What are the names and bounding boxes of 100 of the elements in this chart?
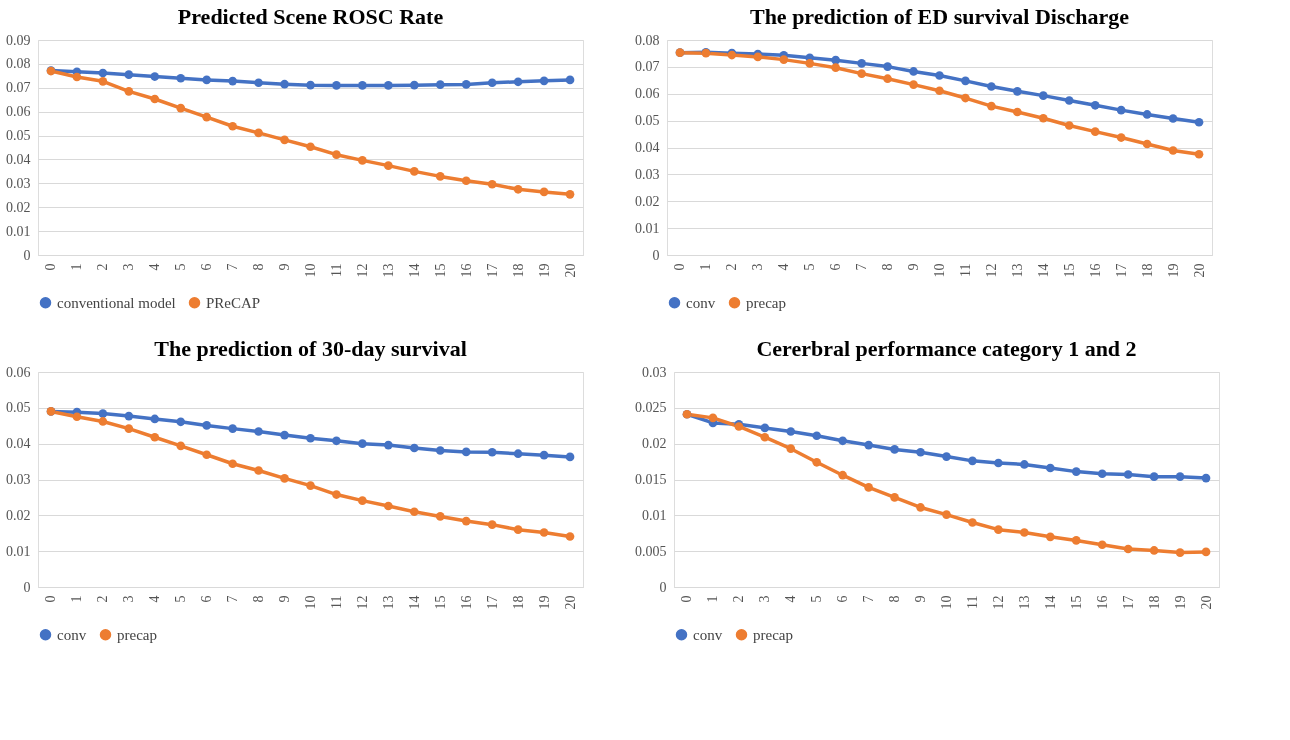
point [358, 496, 367, 505]
point [1175, 548, 1185, 557]
y-tick-label: 0.07 [635, 59, 660, 75]
x-tick-label: 20 [1191, 263, 1207, 278]
point [409, 167, 419, 176]
x-tick-label: 10 [939, 595, 954, 610]
point [831, 63, 841, 72]
x-tick-label: 17 [1120, 595, 1136, 610]
point [202, 421, 212, 430]
x-tick-label: 5 [173, 263, 189, 271]
point [916, 503, 925, 512]
legend-label: conv [686, 294, 716, 311]
point [961, 76, 970, 86]
point [942, 510, 951, 519]
point [760, 432, 770, 442]
y-tick-label: 0.03 [642, 364, 667, 380]
point [176, 441, 186, 451]
point [968, 456, 977, 466]
chart-title: The prediction of ED survival Discharge [749, 4, 1130, 29]
x-tick-label: 6 [828, 263, 844, 271]
point [1038, 113, 1048, 123]
x-tick-label: 16 [1094, 595, 1110, 610]
y-tick-label: 0.02 [642, 436, 667, 452]
chart-title: Cererbral performance category 1 and 2 [756, 336, 1137, 361]
x-tick-label: 19 [536, 263, 552, 278]
point [280, 430, 289, 440]
x-tick-label: 3 [750, 263, 766, 271]
point [760, 423, 770, 433]
y-tick-label: 0.04 [6, 151, 31, 167]
point [332, 150, 341, 159]
x-tick-label: 8 [251, 263, 267, 271]
x-tick-label: 2 [724, 263, 740, 271]
point [1064, 121, 1074, 130]
point [1175, 472, 1185, 481]
x-tick-label: 5 [802, 263, 818, 271]
x-tick-label: 17 [1113, 263, 1129, 278]
point [539, 76, 549, 86]
point [1020, 528, 1029, 537]
x-tick-label: 16 [1087, 263, 1103, 278]
x-tick-label: 19 [1172, 595, 1188, 610]
legend-label: conv [57, 626, 87, 643]
point [1090, 127, 1100, 136]
x-tick-label: 5 [173, 595, 189, 603]
point [1194, 149, 1204, 159]
x-tick-label: 11 [957, 263, 973, 277]
x-tick-label: 11 [964, 595, 980, 609]
point [1142, 110, 1152, 119]
point [565, 532, 575, 541]
point [565, 190, 575, 199]
x-tick-label: 18 [510, 263, 526, 278]
point [1097, 540, 1107, 550]
x-tick-label: 5 [809, 595, 825, 603]
y-tick-label: 0.01 [642, 507, 667, 523]
x-tick-label: 7 [861, 595, 877, 603]
legend-label: conv [693, 626, 723, 643]
x-tick-label: 1 [69, 263, 85, 271]
point [513, 77, 523, 87]
point [228, 121, 237, 131]
point [306, 142, 315, 152]
point [150, 94, 160, 104]
y-tick-label: 0.05 [6, 400, 31, 416]
point [409, 80, 419, 90]
point [961, 93, 970, 103]
point [435, 512, 445, 521]
y-tick-label: 0.02 [6, 507, 31, 523]
point [1142, 139, 1152, 149]
point [786, 427, 796, 436]
x-tick-label: 18 [1146, 595, 1162, 610]
point [280, 474, 289, 483]
legend-label: PReCAP [206, 294, 261, 311]
point [539, 450, 549, 460]
point [461, 176, 471, 186]
point [358, 81, 367, 90]
y-tick-label: 0.08 [635, 32, 660, 48]
legend-label: precap [753, 626, 793, 643]
x-tick-label: 19 [536, 595, 552, 610]
y-tick-label: 0.04 [635, 140, 660, 155]
point [72, 72, 82, 82]
y-tick-label: 0.03 [6, 472, 31, 487]
point [384, 440, 393, 450]
point [805, 59, 815, 68]
point [513, 449, 523, 459]
point [987, 82, 996, 91]
point [935, 86, 944, 96]
point [461, 516, 471, 526]
point [864, 483, 873, 492]
point [838, 470, 848, 480]
point [435, 172, 445, 181]
x-tick-label: 17 [484, 263, 500, 278]
chart-title: Predicted Scene ROSC Rate [177, 4, 444, 29]
x-tick-label: 12 [354, 595, 370, 610]
point [202, 450, 212, 460]
x-tick-label: 4 [783, 595, 799, 603]
x-tick-label: 13 [380, 263, 396, 278]
point [358, 439, 367, 448]
x-tick-label: 1 [69, 595, 85, 603]
point [254, 466, 263, 475]
legend-label: precap [117, 626, 157, 643]
x-tick-label: 4 [776, 263, 792, 271]
x-tick-label: 13 [380, 595, 396, 610]
